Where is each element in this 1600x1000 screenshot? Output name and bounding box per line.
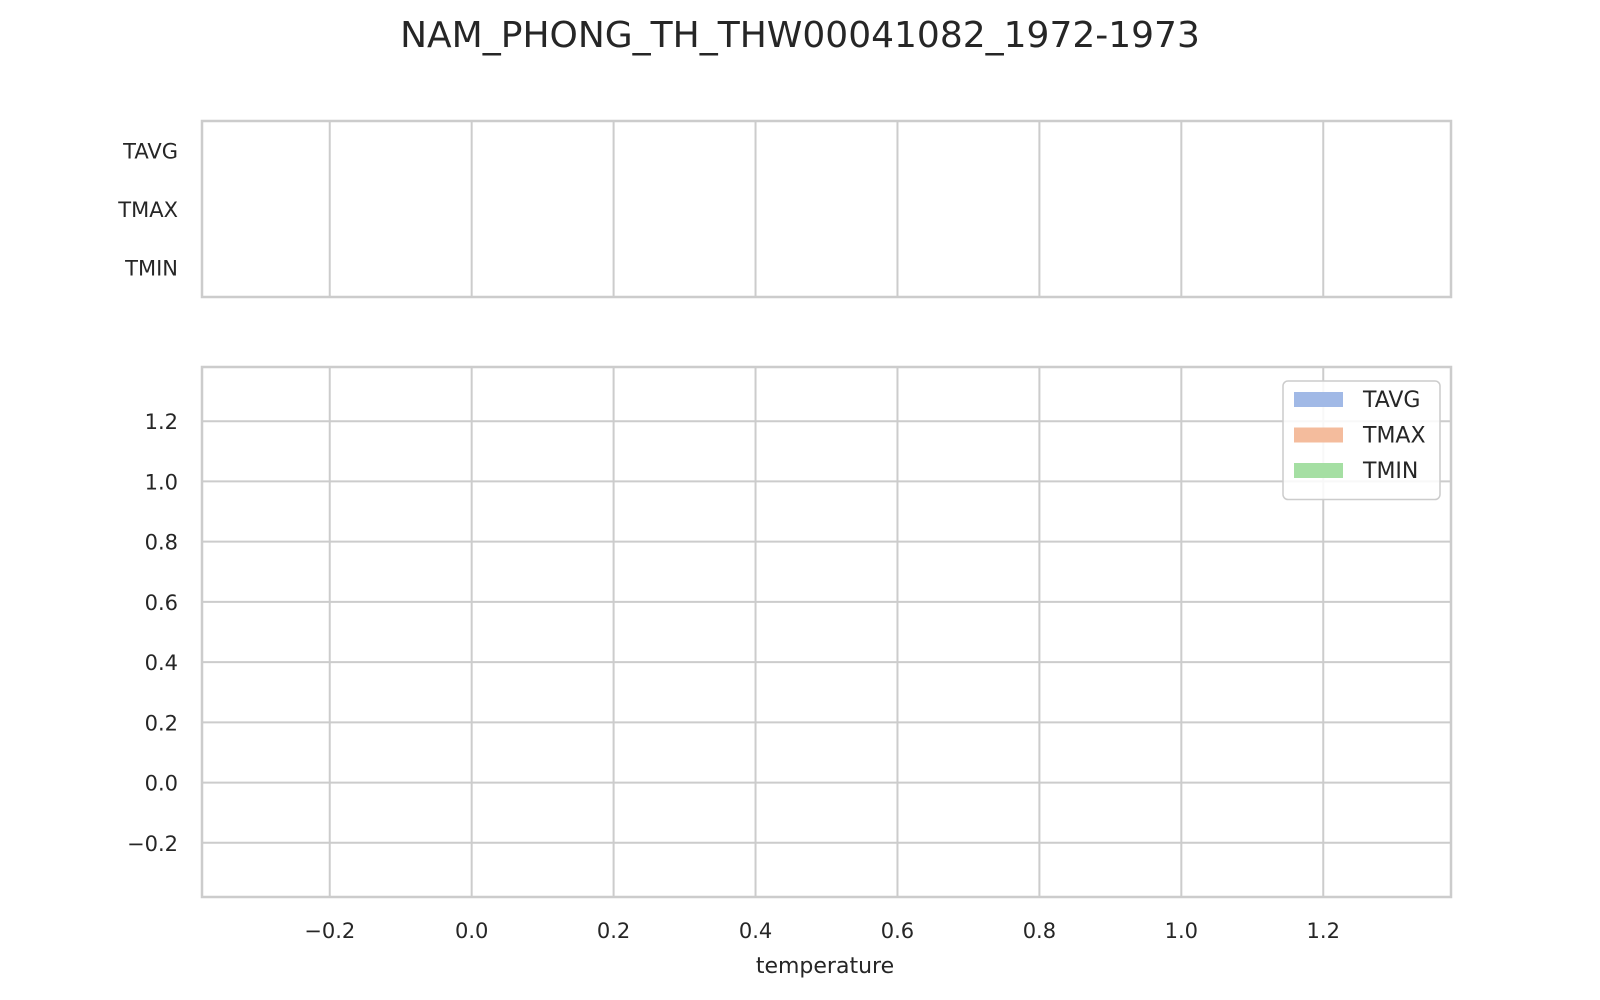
x-tick-label: 0.2	[597, 919, 630, 943]
y-tick-label: 0.0	[145, 772, 178, 796]
y-tick-label: 0.2	[145, 711, 178, 735]
x-tick-label: 0.0	[455, 919, 488, 943]
frame-layer	[200, 119, 1453, 899]
legend-label-tavg: TAVG	[1362, 388, 1420, 413]
y-tick-label: 0.8	[145, 531, 178, 555]
top-panel-frame	[200, 119, 1453, 299]
y-tick-label: 0.6	[145, 591, 178, 615]
top-panel-category-label: TMIN	[124, 257, 178, 281]
legend-swatch-tavg	[1294, 392, 1343, 407]
x-axis-label: temperature	[756, 954, 894, 979]
x-tick-label: 1.2	[1307, 919, 1340, 943]
legend-label-tmin: TMIN	[1362, 459, 1418, 484]
grid-layer	[202, 121, 1451, 897]
legend-label-tmax: TMAX	[1362, 424, 1426, 449]
legend-swatch-tmax	[1294, 427, 1343, 443]
x-tick-label: 0.4	[739, 919, 772, 943]
x-tick-label: 1.0	[1165, 919, 1198, 943]
legend: TAVG TMAX TMIN	[1282, 380, 1441, 501]
y-tick-label: 1.2	[145, 410, 178, 434]
x-tick-label: 0.6	[881, 919, 914, 943]
top-panel-category-label: TMAX	[117, 198, 178, 222]
legend-swatch-tmin	[1294, 463, 1343, 478]
x-tick-label: −0.2	[304, 919, 355, 943]
bottom-panel-frame	[200, 365, 1453, 899]
y-tick-label: −0.2	[127, 832, 178, 856]
top-panel-category-label: TAVG	[122, 139, 178, 163]
chart-title: NAM_PHONG_TH_THW00041082_1972-1973	[400, 15, 1200, 56]
x-tick-label: 0.8	[1023, 919, 1056, 943]
y-tick-label: 0.4	[145, 651, 178, 675]
tick-layer: TAVG TMAX TMIN −0.2 0.0 0.2 0.4 0.6 0.8 1.0 1.2 −0.…	[117, 139, 1340, 943]
y-tick-label: 1.0	[145, 470, 178, 494]
